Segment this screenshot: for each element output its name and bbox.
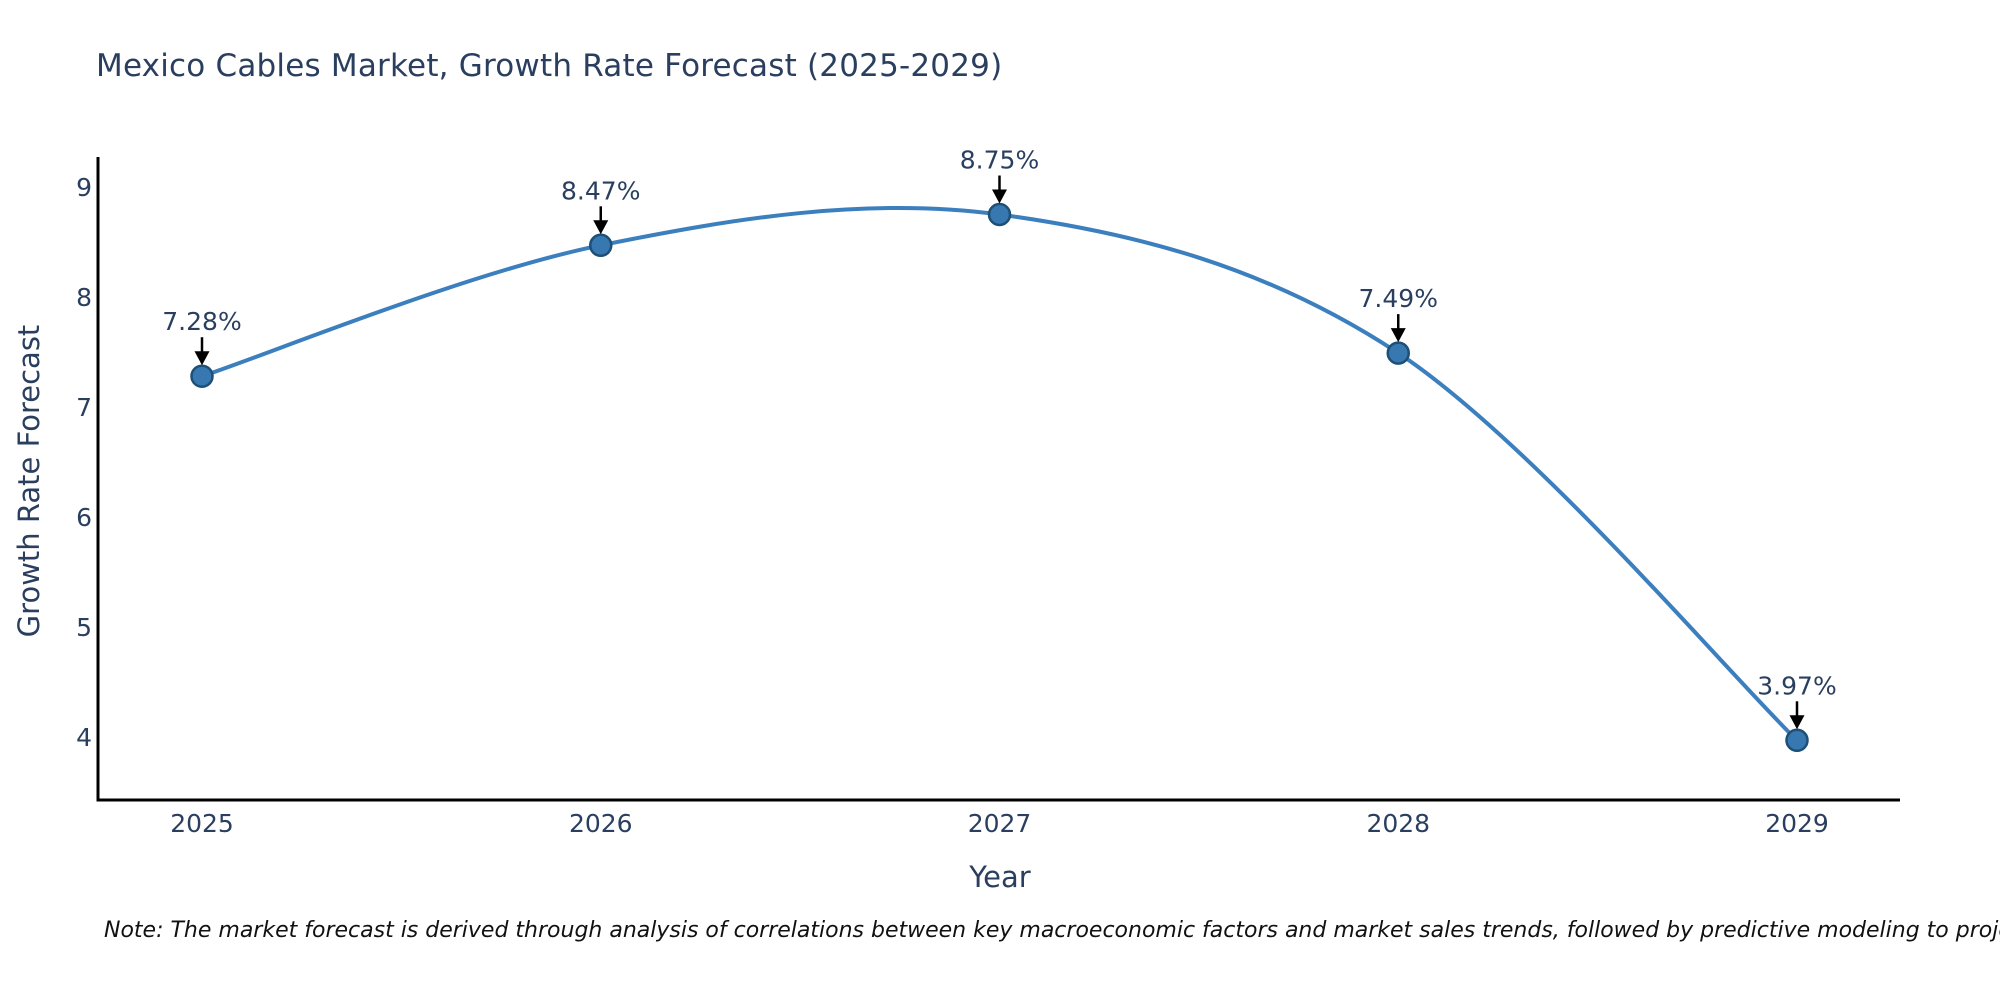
chart-title: Mexico Cables Market, Growth Rate Foreca…	[96, 48, 1003, 84]
point-annotation: 3.97%	[1757, 671, 1836, 700]
annotation-arrowhead	[194, 351, 210, 366]
annotation-arrowhead	[1390, 328, 1406, 343]
point-annotation: 7.28%	[162, 307, 241, 336]
y-tick-label: 8	[76, 283, 92, 312]
y-tick-label: 4	[76, 723, 92, 752]
y-tick-label: 9	[76, 173, 92, 202]
x-tick-label: 2029	[1765, 809, 1829, 838]
x-tick-label: 2027	[968, 809, 1032, 838]
annotation-arrowhead	[593, 220, 609, 235]
data-point-marker	[190, 364, 214, 388]
x-tick-label: 2026	[569, 809, 633, 838]
footnote: Note: The market forecast is derived thr…	[104, 918, 2000, 943]
point-annotation: 8.75%	[960, 146, 1039, 175]
y-tick-label: 6	[76, 503, 92, 532]
x-axis-title: Year	[969, 860, 1031, 894]
annotation-arrowhead	[992, 189, 1007, 204]
point-annotation: 8.47%	[561, 176, 640, 205]
x-tick-label: 2028	[1366, 809, 1430, 838]
x-tick-label: 2025	[170, 809, 234, 838]
point-annotation: 7.49%	[1359, 284, 1438, 313]
trend-line	[200, 205, 1799, 743]
y-tick-label: 5	[76, 613, 92, 642]
annotation-arrowhead	[1789, 715, 1805, 730]
y-tick-label: 7	[76, 393, 92, 422]
data-point-marker	[589, 233, 613, 258]
data-point-marker	[987, 202, 1012, 227]
data-point-marker	[1785, 728, 1809, 753]
data-point-marker	[1386, 341, 1410, 365]
